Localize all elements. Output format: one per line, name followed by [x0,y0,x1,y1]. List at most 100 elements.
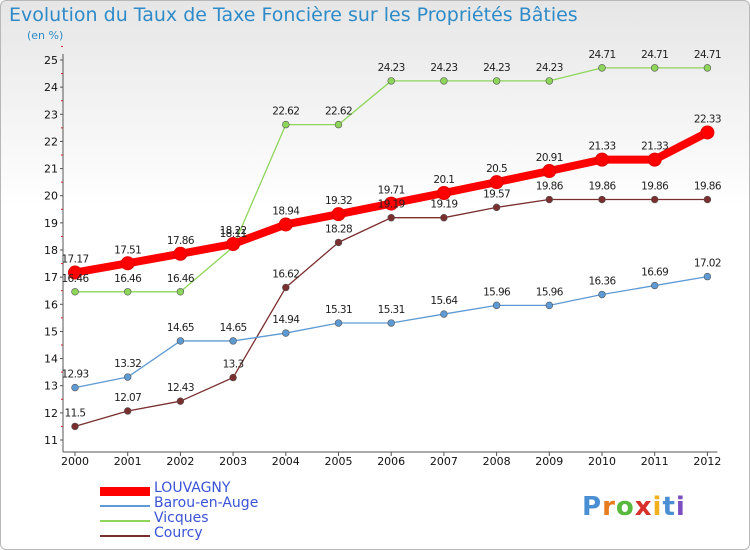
y-tick-label: 14 [44,353,58,366]
data-point [598,290,606,299]
data-label: 17.51 [114,244,141,256]
data-label: 19.86 [536,181,564,193]
data-point [700,125,715,140]
x-tick-label: 2011 [641,455,669,468]
data-label: 18.11 [220,228,247,240]
x-tick-label: 2010 [588,455,616,468]
data-point [703,64,712,72]
data-point [123,373,132,381]
data-label: 11.5 [65,407,86,419]
legend-label: Vicques [154,510,209,526]
data-label: 15.96 [483,286,511,298]
y-tick-label: 21 [44,163,58,176]
logo-letter: o [615,492,635,522]
data-point [176,337,185,345]
x-tick-label: 2008 [483,455,511,468]
data-point [229,337,237,345]
data-label: 21.33 [588,141,615,153]
data-label: 18.94 [272,205,300,217]
data-point [282,120,290,129]
data-label: 17.86 [167,235,195,247]
data-point [68,265,82,280]
data-label: 20.91 [536,152,563,164]
y-tick-label: 11 [44,434,58,447]
logo-letter: P [582,492,603,522]
y-tick-label: 24 [44,81,58,94]
data-point [492,301,501,310]
data-label: 13.32 [114,358,141,370]
legend-label: Barou-en-Auge [154,495,259,511]
data-label: 21.33 [641,141,668,153]
data-point [71,422,79,431]
x-tick-label: 2005 [325,455,353,468]
data-label: 16.46 [61,273,89,285]
y-tick-label: 20 [44,190,58,203]
data-point [123,288,132,296]
data-point [387,77,395,85]
y-tick-label: 22 [44,135,58,148]
data-point [542,164,557,179]
data-point [387,319,395,327]
data-point [384,196,399,211]
data-point [598,195,606,204]
data-label: 24.23 [483,62,510,74]
y-tick-label: 18 [44,244,58,257]
data-label: 16.69 [641,267,668,279]
data-point [647,152,662,167]
data-label: 13.3 [223,359,244,371]
data-point [492,203,501,212]
y-tick-label: 12 [44,407,58,420]
data-point [123,407,132,415]
x-tick-label: 2009 [535,455,563,468]
y-tick-label: 17 [44,271,58,284]
data-label: 19.19 [430,199,457,211]
data-point [278,217,293,232]
logo-letter: t [662,492,676,522]
data-label: 16.46 [167,273,195,285]
data-label: 19.86 [694,181,722,193]
legend-swatch [100,535,150,537]
x-tick-label: 2012 [693,455,721,468]
data-point [226,237,241,252]
x-tick-label: 2004 [272,455,300,468]
data-point [650,195,659,204]
data-label: 16.36 [588,276,616,288]
legend-label: LOUVAGNY [154,480,231,496]
data-label: 19.71 [378,185,405,197]
data-point [492,77,501,85]
data-label: 15.31 [378,304,405,316]
data-point [440,77,448,85]
data-point [176,397,185,405]
data-label: 24.23 [430,62,457,74]
data-label: 20.1 [433,174,454,186]
data-label: 19.19 [378,199,405,211]
data-point [331,207,346,222]
y-tick-label: 13 [44,380,58,393]
y-axis-unit-label: (en %) [27,29,64,42]
data-label: 24.71 [641,49,668,61]
data-point [282,329,290,337]
data-point [282,283,290,292]
data-label: 14.65 [220,322,247,334]
data-label: 19.57 [483,188,510,200]
data-point [71,288,79,296]
data-point [650,281,659,290]
data-label: 19.32 [325,195,352,207]
legend-swatch [100,505,150,507]
proxiti-logo: Proxiti [582,492,686,522]
data-point [545,195,553,204]
data-label: 15.31 [325,304,352,316]
data-point [436,186,451,200]
data-label: 22.62 [272,106,299,118]
data-label: 15.64 [430,295,458,307]
data-label: 17.17 [61,254,88,266]
data-label: 15.96 [536,286,564,298]
data-point [440,214,448,222]
x-tick-label: 2001 [114,455,142,468]
data-label: 18.22 [220,225,247,237]
data-point [703,195,712,204]
y-tick-label: 16 [44,298,58,311]
x-tick-label: 2006 [377,455,405,468]
logo-letter: x [634,492,653,522]
